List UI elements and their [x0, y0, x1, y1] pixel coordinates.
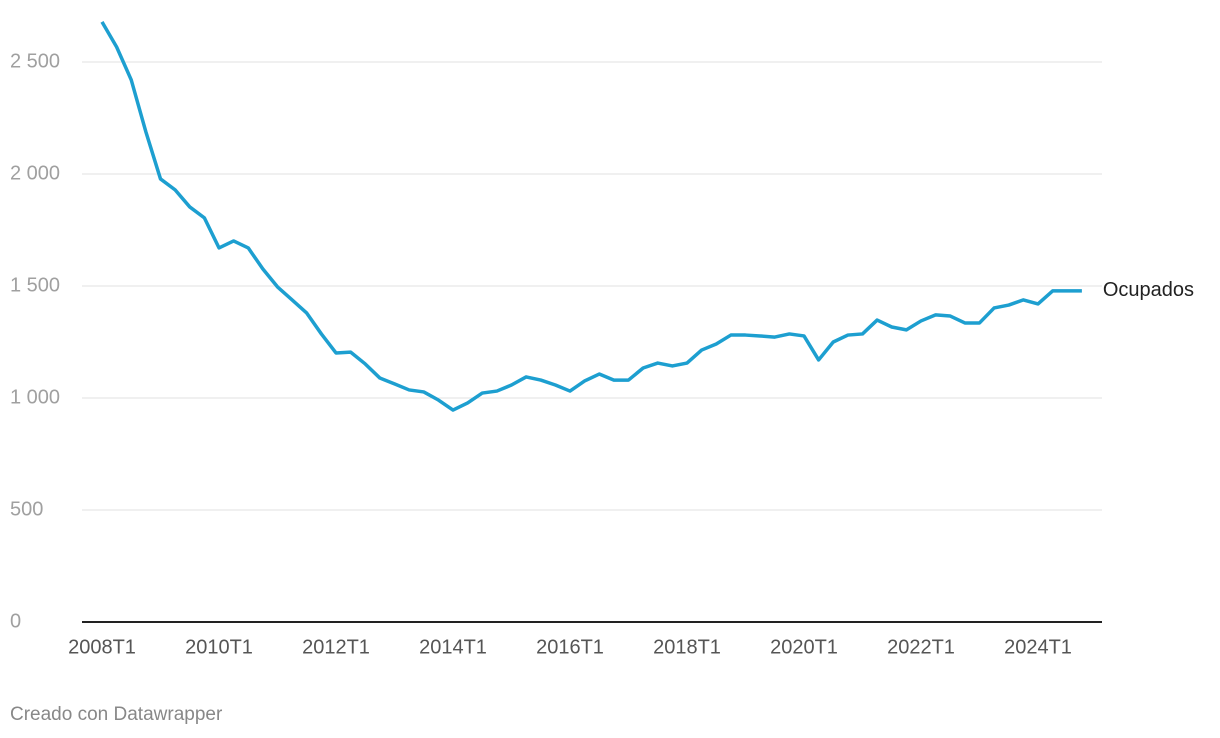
x-tick-label: 2014T1 — [419, 636, 487, 658]
y-tick-label: 2 000 — [10, 162, 60, 184]
series-label: Ocupados — [1103, 279, 1194, 301]
x-tick-label: 2022T1 — [887, 636, 955, 658]
line — [100, 21, 1082, 412]
x-tick-label: 2016T1 — [536, 636, 604, 658]
y-tick-label: 1 000 — [10, 386, 60, 408]
x-tick-label: 2008T1 — [68, 636, 136, 658]
y-tick-label: 0 — [10, 610, 21, 632]
y-tick-label: 2 500 — [10, 50, 60, 72]
x-tick-label: 2024T1 — [1004, 636, 1072, 658]
x-tick-label: 2018T1 — [653, 636, 721, 658]
y-tick-label: 500 — [10, 498, 43, 520]
y-tick-label: 1 500 — [10, 274, 60, 296]
x-tick-label: 2020T1 — [770, 636, 838, 658]
x-tick-label: 2010T1 — [185, 636, 253, 658]
footer: Creado con Datawrapper — [10, 704, 223, 725]
x-tick-label: 2012T1 — [302, 636, 370, 658]
